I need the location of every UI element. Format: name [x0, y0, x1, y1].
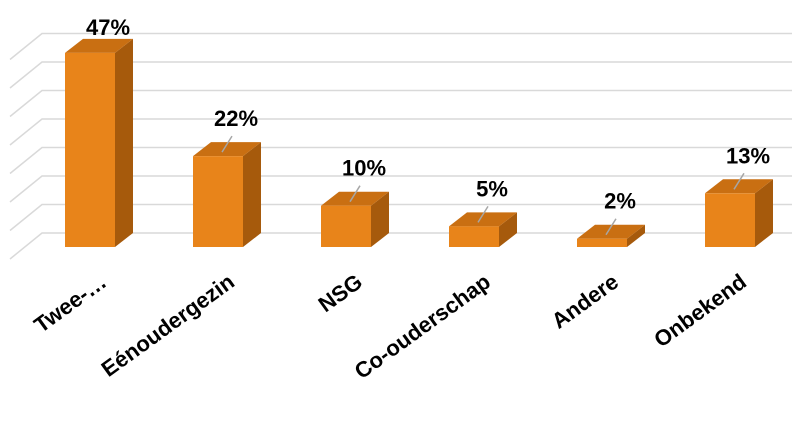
leader-line [477, 205, 489, 223]
category-label: NSG [314, 269, 367, 317]
gridline [9, 203, 792, 232]
bar-front [193, 156, 243, 247]
bar [65, 38, 133, 247]
gridline [9, 232, 792, 260]
category-label: Onbekend [649, 269, 751, 352]
bar-side [243, 142, 261, 247]
bar-front [449, 226, 499, 247]
bar [193, 142, 261, 247]
gridline [9, 118, 792, 146]
data-label: 47% [86, 15, 130, 40]
bar [577, 224, 645, 247]
gridline [9, 32, 792, 61]
gridline [9, 61, 792, 89]
leader-line [733, 172, 745, 190]
data-labels: 47% 22% 10% 5% 2% 13% [86, 15, 770, 236]
bar-top [193, 142, 261, 157]
bars [65, 38, 773, 247]
leader-line [221, 135, 233, 153]
bar-side [755, 179, 773, 247]
bar [321, 191, 389, 247]
data-label: 5% [476, 176, 508, 201]
bar-side [627, 224, 645, 247]
bar-side [499, 212, 517, 247]
bar-top [449, 212, 517, 227]
bar [449, 212, 517, 247]
bar-top [321, 191, 389, 206]
gridline [9, 89, 792, 118]
category-label: Co-ouderschap [350, 269, 495, 384]
gridline [9, 146, 792, 175]
bar [705, 179, 773, 247]
bar-top [65, 38, 133, 53]
bar-side [371, 191, 389, 247]
bar-front [705, 193, 755, 247]
category-label: Andere [547, 269, 623, 334]
data-label: 13% [726, 143, 770, 168]
gridlines [9, 32, 792, 260]
category-label: Eénoudergezin [97, 269, 239, 382]
data-label: 2% [604, 189, 636, 214]
bar-front [577, 238, 627, 247]
bar-top [577, 224, 645, 239]
leader-line [349, 185, 361, 203]
category-label: Twee-… [29, 269, 111, 338]
data-label: 10% [342, 156, 386, 181]
gridline [9, 175, 792, 203]
data-label: 22% [214, 106, 258, 131]
bar-side [115, 38, 133, 247]
bar-front [65, 52, 115, 247]
bar-front [321, 205, 371, 247]
leader-line [605, 218, 617, 236]
bar-top [705, 179, 773, 194]
